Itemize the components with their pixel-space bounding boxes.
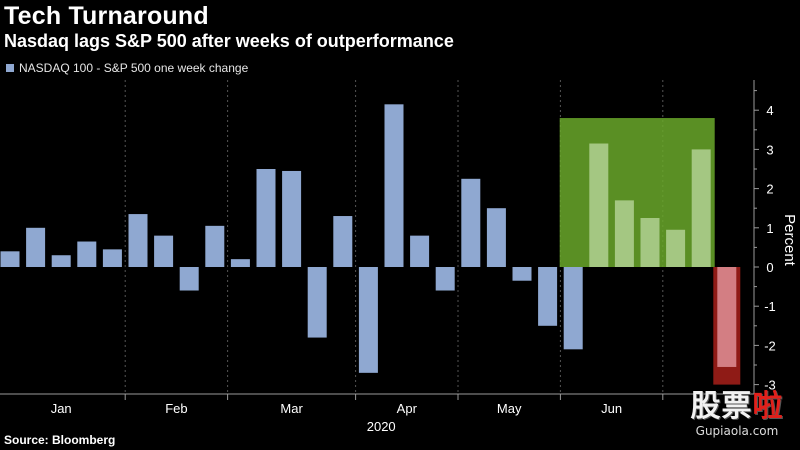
bar <box>589 143 609 267</box>
y-axis-title: Percent <box>781 214 798 267</box>
y-tick-label: 4 <box>766 103 773 118</box>
bar <box>666 229 686 267</box>
highlight-box-positive <box>559 118 715 267</box>
watermark-text: 股票啦 <box>690 389 784 424</box>
y-tick-label: -3 <box>764 378 776 393</box>
x-tick-label: Mar <box>280 401 303 416</box>
bar <box>333 216 353 267</box>
bar <box>0 251 20 267</box>
watermark-logo: 股票啦 Gupiaola.com <box>676 390 798 448</box>
y-tick-label: 3 <box>766 142 773 157</box>
bar <box>307 267 327 338</box>
y-tick-label: 0 <box>766 260 773 275</box>
legend-label: NASDAQ 100 - S&P 500 one week change <box>19 61 249 75</box>
legend-swatch <box>6 64 14 72</box>
chart-subtitle: Nasdaq lags S&P 500 after weeks of outpe… <box>4 31 454 51</box>
bar <box>230 259 250 267</box>
bar <box>77 241 97 267</box>
x-tick-label: Jun <box>601 401 622 416</box>
bar <box>691 149 711 267</box>
x-tick-label: Apr <box>397 401 418 416</box>
chart-title: Tech Turnaround <box>4 2 209 30</box>
y-tick-label: -1 <box>764 299 776 314</box>
bar <box>640 218 660 267</box>
x-tick-label: Feb <box>165 401 187 416</box>
bar <box>384 104 404 267</box>
bar <box>51 255 71 267</box>
bar <box>538 267 558 326</box>
watermark-url: Gupiaola.com <box>695 424 779 438</box>
bar <box>102 249 122 267</box>
bar <box>486 208 506 267</box>
legend: NASDAQ 100 - S&P 500 one week change <box>6 61 248 75</box>
x-tick-label: May <box>497 401 522 416</box>
bar <box>26 227 46 267</box>
bar <box>563 267 583 350</box>
bar <box>410 235 430 267</box>
x-tick-label: Jan <box>51 401 72 416</box>
bar <box>205 225 225 267</box>
y-tick-label: 1 <box>766 221 773 236</box>
y-tick-label: -2 <box>764 338 776 353</box>
bar <box>179 267 199 291</box>
bar <box>128 214 148 267</box>
y-tick-label: 2 <box>766 182 773 197</box>
bar <box>358 267 378 373</box>
bar <box>256 169 276 267</box>
source-note: Source: Bloomberg <box>4 433 116 447</box>
x-axis-title: 2020 <box>367 419 396 434</box>
bar <box>282 170 302 267</box>
bar <box>717 267 737 367</box>
bar <box>435 267 455 291</box>
bar <box>461 178 481 267</box>
bar <box>154 235 174 267</box>
bar <box>512 267 532 281</box>
bar <box>614 200 634 267</box>
